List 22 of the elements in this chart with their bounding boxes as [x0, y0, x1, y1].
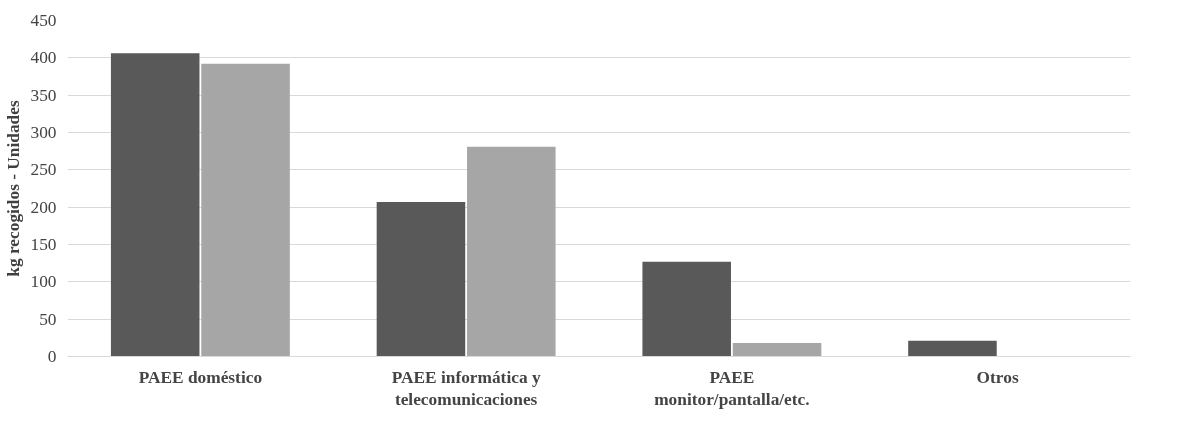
- y-tick-label: 150: [30, 235, 57, 254]
- y-tick-label: 250: [30, 160, 57, 180]
- y-tick-label: 400: [30, 48, 57, 68]
- x-tick-label: PAEE doméstico: [138, 367, 263, 387]
- y-tick-label: 200: [30, 197, 57, 217]
- bar: [467, 146, 556, 357]
- y-tick-label: 300: [30, 123, 57, 142]
- bar: [110, 53, 200, 357]
- bar: [642, 261, 731, 357]
- bar: [732, 343, 822, 357]
- y-tick-label: 0: [47, 347, 57, 366]
- y-tick-label: 100: [30, 272, 57, 292]
- bar: [376, 201, 466, 357]
- x-tick-label: Otros: [976, 367, 1019, 387]
- y-tick-label: 450: [30, 11, 57, 30]
- y-axis-title: kg recogidos - Unidades: [3, 100, 23, 277]
- x-tick-label: PAEE informática y telecomunicaciones: [391, 367, 541, 410]
- y-tick-label: 350: [30, 85, 57, 105]
- x-tick-label: PAEE monitor/pantalla/etc.: [654, 367, 810, 410]
- bar: [201, 63, 290, 357]
- y-tick-label: 50: [39, 309, 57, 329]
- bar: [908, 340, 997, 357]
